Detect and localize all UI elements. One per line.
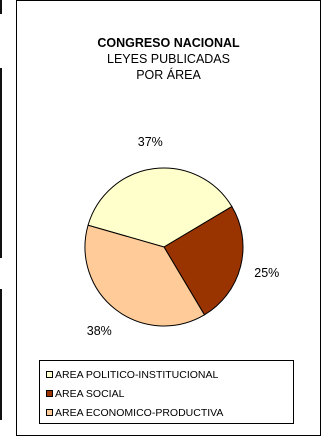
legend-item: AREA ECONOMICO-PRODUCTIVA <box>46 403 293 422</box>
legend-label: AREA ECONOMICO-PRODUCTIVA <box>55 406 224 419</box>
pie-slice-label-3: 38% <box>87 324 112 338</box>
pie-slice-2 <box>163 205 244 316</box>
legend-swatch <box>46 390 53 397</box>
legend-item: AREA SOCIAL <box>46 384 293 403</box>
chart-frame: CONGRESO NACIONAL LEYES PUBLICADAS POR Á… <box>16 0 321 436</box>
legend-item: AREA POLITICO-INSTITUCIONAL <box>46 365 293 384</box>
pie-chart: 37% 25% 38% <box>84 135 279 338</box>
chart-subtitle-line-2: POR ÁREA <box>136 68 201 82</box>
legend-label: AREA SOCIAL <box>55 387 125 400</box>
left-edge-bar-middle <box>0 68 2 258</box>
chart-legend: AREA POLITICO-INSTITUCIONAL AREA SOCIAL … <box>39 360 294 424</box>
left-edge-bar-bottom <box>0 289 2 420</box>
chart-title-block: CONGRESO NACIONAL LEYES PUBLICADAS POR Á… <box>17 35 320 83</box>
chart-title: CONGRESO NACIONAL <box>97 36 240 50</box>
pie-slice-label-2: 25% <box>254 266 279 280</box>
left-edge-bar-top <box>0 0 2 14</box>
chart-subtitle-line-1: LEYES PUBLICADAS <box>107 52 230 66</box>
legend-swatch <box>46 371 53 378</box>
pie-slice-label-1: 37% <box>138 135 163 149</box>
legend-label: AREA POLITICO-INSTITUCIONAL <box>55 368 219 381</box>
legend-swatch <box>46 409 53 416</box>
pie-slice-3 <box>84 224 206 327</box>
pie-slice-1 <box>87 167 233 248</box>
